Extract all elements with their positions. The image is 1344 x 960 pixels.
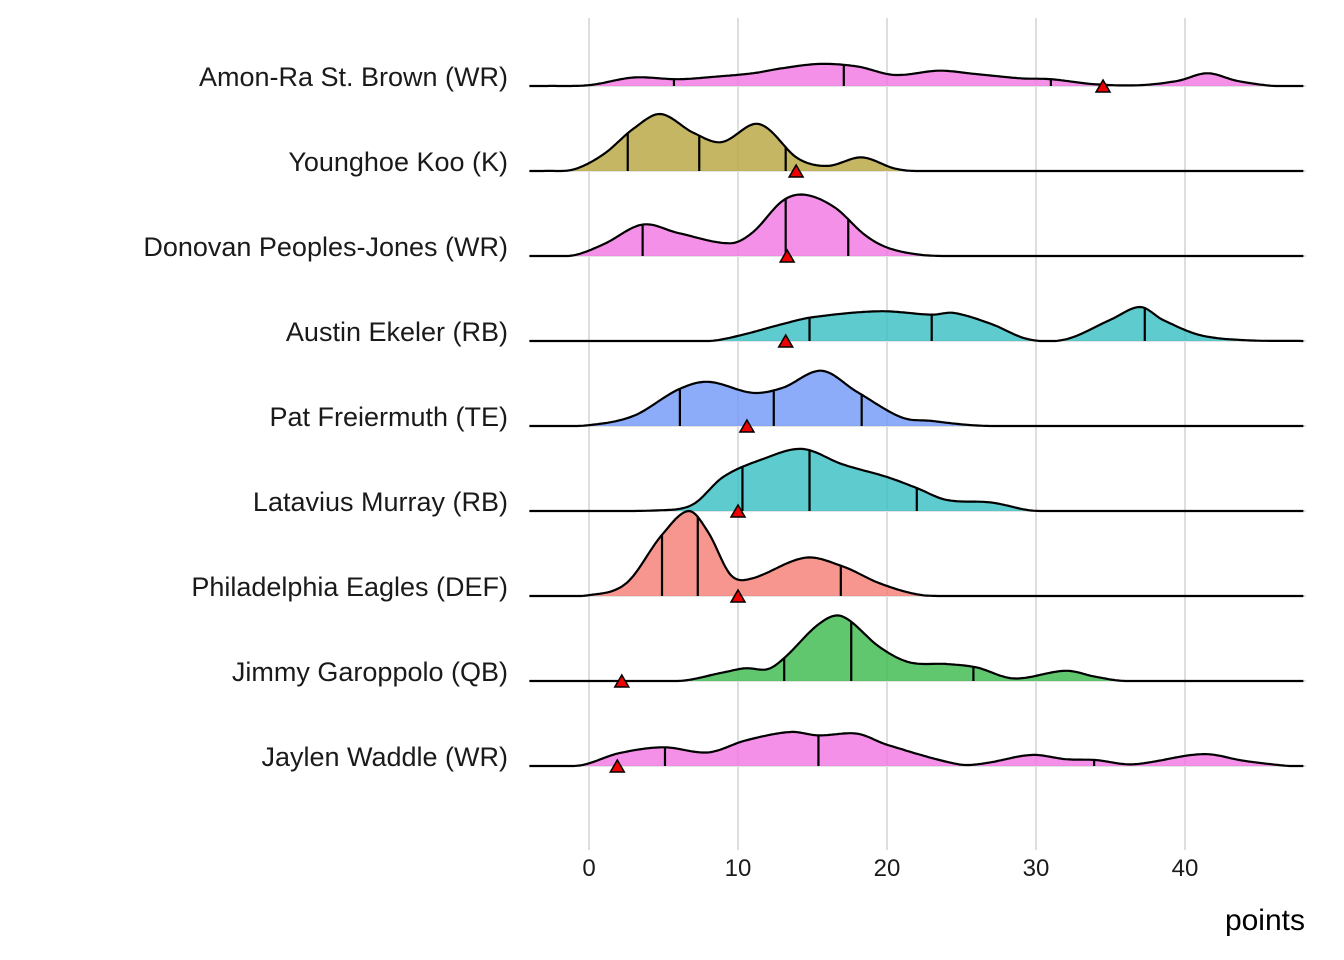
y-axis-labels: Amon-Ra St. Brown (WR) Younghoe Koo (K) Do… xyxy=(143,62,508,772)
density-outline xyxy=(529,447,1304,513)
projection-marker xyxy=(729,503,747,518)
density-outline xyxy=(529,112,1304,173)
x-tick-label: 0 xyxy=(582,855,595,882)
y-label: Austin Ekeler (RB) xyxy=(286,317,508,347)
density-area xyxy=(529,194,1305,256)
density-outline xyxy=(529,62,1304,88)
ridge-6 xyxy=(529,509,1305,603)
x-tick-label: 10 xyxy=(725,855,752,882)
projection-marker xyxy=(613,673,631,688)
projection-marker xyxy=(609,758,626,773)
ridge-3 xyxy=(529,305,1305,348)
y-label: Donovan Peoples-Jones (WR) xyxy=(143,232,508,262)
density-area xyxy=(529,448,1305,511)
density-outline xyxy=(529,193,1304,258)
y-label: Philadelphia Eagles (DEF) xyxy=(191,572,508,602)
density-area xyxy=(529,511,1305,596)
projection-marker xyxy=(738,418,756,433)
x-tick-label: 40 xyxy=(1172,855,1199,882)
y-label: Pat Freiermuth (TE) xyxy=(269,402,508,432)
density-area xyxy=(529,615,1305,681)
ridge-2 xyxy=(529,193,1305,263)
y-label: Latavius Murray (RB) xyxy=(253,487,508,517)
ridges xyxy=(529,62,1305,773)
density-area xyxy=(529,114,1305,171)
density-area xyxy=(529,370,1305,426)
ridge-7 xyxy=(529,614,1305,688)
density-area xyxy=(529,731,1305,766)
x-axis-title: points xyxy=(1225,904,1305,937)
density-outline xyxy=(529,509,1304,598)
density-outline xyxy=(529,730,1304,768)
ridge-4 xyxy=(529,369,1305,433)
density-outline xyxy=(529,305,1304,343)
density-outline xyxy=(529,369,1304,428)
projection-marker xyxy=(787,163,805,178)
projection-marker xyxy=(729,588,747,603)
ridge-1 xyxy=(529,112,1305,178)
density-outline xyxy=(529,614,1304,683)
projection-marker xyxy=(777,333,794,348)
projection-marker xyxy=(1094,78,1112,93)
density-area xyxy=(529,307,1305,341)
y-label: Jimmy Garoppolo (QB) xyxy=(232,657,508,687)
density-area xyxy=(529,63,1305,86)
y-label: Amon-Ra St. Brown (WR) xyxy=(199,62,508,92)
ridge-8 xyxy=(529,730,1305,773)
x-tick-label: 30 xyxy=(1023,855,1050,882)
projection-marker xyxy=(778,248,796,263)
ridge-5 xyxy=(529,447,1305,518)
y-label: Jaylen Waddle (WR) xyxy=(261,742,508,772)
x-tick-label: 20 xyxy=(874,855,901,882)
ridge-0 xyxy=(529,62,1305,93)
y-label: Younghoe Koo (K) xyxy=(288,147,508,177)
x-axis-ticks: 0 10 20 30 40 xyxy=(582,855,1198,882)
